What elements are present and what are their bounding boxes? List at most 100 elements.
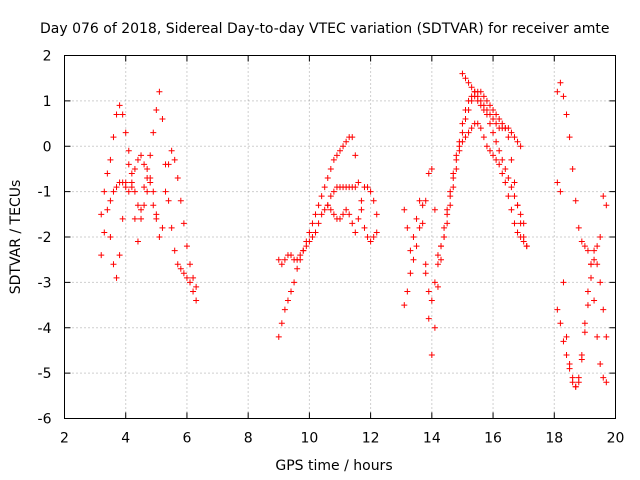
- data-point: [352, 184, 359, 191]
- data-point: [508, 156, 515, 163]
- data-point: [431, 206, 438, 213]
- data-point: [321, 206, 328, 213]
- data-point: [401, 302, 408, 309]
- data-point: [281, 306, 288, 313]
- data-point: [496, 161, 503, 168]
- y-tick-label: 2: [43, 49, 52, 65]
- data-point: [138, 215, 145, 222]
- data-point: [450, 184, 457, 191]
- series-arc-c2: [401, 120, 530, 304]
- data-point: [134, 238, 141, 245]
- data-point: [355, 215, 362, 222]
- data-point: [327, 193, 334, 200]
- data-point: [511, 193, 518, 200]
- data-point: [584, 302, 591, 309]
- data-point: [459, 129, 466, 136]
- data-point: [324, 175, 331, 182]
- data-point: [591, 256, 598, 263]
- data-point: [141, 184, 148, 191]
- data-point: [358, 206, 365, 213]
- x-tick-label: 8: [244, 431, 253, 447]
- data-point: [438, 243, 445, 250]
- data-point: [447, 202, 454, 209]
- data-point: [462, 106, 469, 113]
- data-point: [483, 97, 490, 104]
- data-point: [566, 361, 573, 368]
- data-point: [428, 165, 435, 172]
- data-point: [110, 134, 117, 141]
- data-point: [131, 188, 138, 195]
- data-point: [312, 211, 319, 218]
- data-point: [98, 211, 105, 218]
- data-point: [465, 129, 472, 136]
- data-point: [514, 202, 521, 209]
- data-point: [300, 247, 307, 254]
- data-point: [581, 320, 588, 327]
- data-point: [349, 134, 356, 141]
- data-point: [312, 229, 319, 236]
- data-point: [560, 338, 567, 345]
- data-point: [128, 184, 135, 191]
- data-point: [309, 220, 316, 227]
- data-point: [410, 234, 417, 240]
- data-point: [177, 197, 184, 204]
- data-point: [425, 170, 432, 177]
- data-point: [306, 238, 313, 245]
- data-point: [597, 361, 604, 368]
- data-point: [177, 265, 184, 272]
- data-point: [364, 184, 371, 191]
- data-point: [441, 234, 448, 240]
- x-tick-label: 2: [60, 431, 69, 447]
- data-point: [141, 161, 148, 168]
- data-point: [572, 197, 579, 204]
- data-point: [125, 188, 132, 195]
- data-point: [490, 129, 497, 136]
- data-point: [444, 220, 451, 227]
- data-point: [444, 211, 451, 218]
- data-point: [493, 120, 500, 127]
- data-point: [101, 229, 108, 236]
- data-point: [505, 134, 512, 141]
- data-point: [447, 193, 454, 200]
- data-point: [505, 125, 512, 132]
- data-point: [288, 252, 295, 259]
- data-point: [505, 193, 512, 200]
- data-point: [107, 234, 114, 240]
- data-point: [600, 306, 607, 313]
- data-point: [413, 215, 420, 222]
- data-point: [462, 75, 469, 82]
- data-point: [520, 238, 527, 245]
- data-point: [514, 138, 521, 145]
- data-point: [174, 175, 181, 182]
- data-point: [493, 156, 500, 163]
- data-point: [413, 243, 420, 250]
- data-point: [131, 165, 138, 172]
- data-point: [496, 116, 503, 123]
- data-point: [278, 320, 285, 327]
- data-point: [141, 202, 148, 209]
- data-point: [581, 329, 588, 336]
- data-point: [502, 165, 509, 172]
- x-tick-label: 18: [545, 431, 563, 447]
- data-point: [569, 165, 576, 172]
- data-point: [144, 188, 151, 195]
- data-point: [514, 229, 521, 236]
- data-points: [98, 70, 610, 390]
- series-arc-d3: [554, 179, 610, 390]
- data-point: [557, 188, 564, 195]
- data-point: [419, 202, 426, 209]
- data-point: [303, 243, 310, 250]
- data-point: [373, 229, 380, 236]
- x-tick-label: 4: [121, 431, 130, 447]
- y-axis-label: SDTVAR / TECUs: [8, 180, 24, 295]
- data-point: [594, 243, 601, 250]
- data-point: [603, 379, 610, 386]
- y-tick-label: -4: [38, 321, 52, 337]
- data-point: [508, 129, 515, 136]
- data-point: [588, 274, 595, 281]
- data-point: [474, 120, 481, 127]
- data-point: [477, 88, 484, 95]
- data-point: [159, 224, 166, 231]
- data-point: [511, 179, 518, 186]
- data-point: [361, 224, 368, 231]
